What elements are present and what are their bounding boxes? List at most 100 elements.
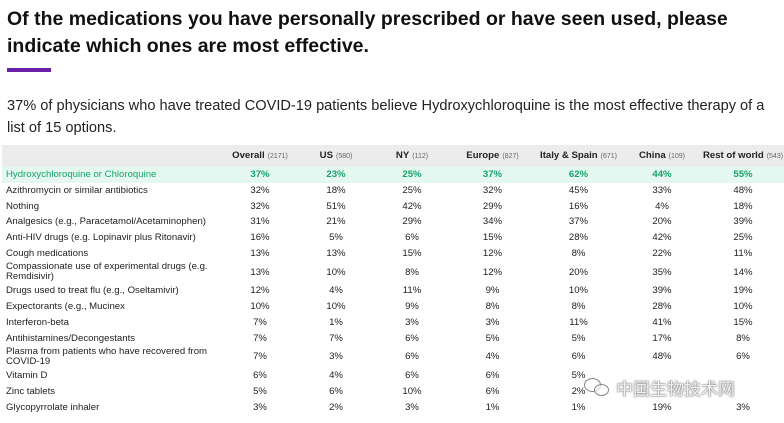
table-cell: 7% <box>253 351 267 363</box>
table-cell: 23% <box>326 169 346 181</box>
table-cell: 8% <box>571 301 586 313</box>
table-cell: 37% <box>250 169 270 181</box>
column-header: Overall (2171) <box>232 150 288 161</box>
row-label: Glycopyrrolate inhaler <box>6 401 100 413</box>
wechat-icon <box>584 376 610 398</box>
table-cell: 3% <box>329 351 343 363</box>
table-cell: 7% <box>253 332 267 344</box>
table-cell: 37% <box>568 216 589 228</box>
table-cell: 16% <box>250 232 270 244</box>
table-cell: 5% <box>253 385 267 397</box>
row-label: Anti-HIV drugs (e.g. Lopinavir plus Rito… <box>6 232 196 244</box>
table-row: Expectorants (e.g., Mucinex 10% 10% 9% 8% 8% 2… <box>2 299 784 315</box>
column-header: Europe (827) <box>466 150 519 161</box>
table-cell: 15% <box>482 232 503 244</box>
table-cell: 13% <box>326 247 346 259</box>
table-cell: 29% <box>482 200 503 212</box>
table-row: Glycopyrrolate inhaler 3% 2% 3% 1% 1% 19% 3% <box>2 399 784 415</box>
table-cell: 12% <box>250 285 270 297</box>
table-cell: 12% <box>482 266 503 278</box>
table-row: Zinc tablets 5% 6% 10% 6% 2% <box>2 384 784 400</box>
table-header-row: Overall (2171) US (580) NY (112) Europe (827… <box>2 145 784 167</box>
table-cell: 18% <box>733 200 753 212</box>
column-header: China (109) <box>639 150 685 161</box>
title-accent-bar <box>7 68 51 72</box>
table-row: Drugs used to treat flu (e.g., Oseltamiv… <box>2 283 784 299</box>
table-cell: 20% <box>652 216 672 228</box>
table-cell: 42% <box>402 200 422 212</box>
table-row: Compassionate use of experimental drugs … <box>2 261 784 283</box>
table-cell: 21% <box>326 216 346 228</box>
table-cell: 19% <box>652 401 672 413</box>
table-cell: 6% <box>485 370 500 382</box>
table-cell: 28% <box>568 232 589 244</box>
table-cell: 8% <box>405 266 419 278</box>
column-header: US (580) <box>319 150 353 161</box>
table-cell: 6% <box>405 332 419 344</box>
table-cell: 48% <box>733 185 753 197</box>
table-cell: 3% <box>485 316 500 328</box>
table-cell: 3% <box>253 401 267 413</box>
table-cell: 34% <box>482 216 503 228</box>
row-label: Interferon-beta <box>6 316 69 328</box>
table-cell: 11% <box>402 285 422 297</box>
table-row: Azithromycin or similar antibiotics 32% 18… <box>2 183 784 199</box>
table-cell: 10% <box>733 301 753 313</box>
table-cell: 8% <box>485 301 500 313</box>
column-header: Italy & Spain (671) <box>540 150 617 161</box>
table-cell: 8% <box>571 247 586 259</box>
table-cell: 8% <box>736 332 750 344</box>
table-cell: 35% <box>652 266 672 278</box>
table-cell: 1% <box>329 316 343 328</box>
table-row: Antihistamines/Decongestants 7% 7% 6% 5% 5% 17… <box>2 330 784 346</box>
table-cell: 15% <box>733 316 753 328</box>
table-cell: 12% <box>482 247 503 259</box>
table-cell: 32% <box>250 185 270 197</box>
table-body: Hydroxychloroquine or Chloroquine 37% 23% 2… <box>2 167 784 415</box>
table-cell: 10% <box>250 301 270 313</box>
table-cell: 32% <box>482 185 503 197</box>
table-cell: 20% <box>568 266 589 278</box>
table-cell: 1% <box>485 401 500 413</box>
table-cell: 2% <box>571 385 586 397</box>
table-row: Hydroxychloroquine or Chloroquine 37% 23% 2… <box>2 167 784 183</box>
page-title: Of the medications you have personally p… <box>7 8 728 57</box>
table-cell: 6% <box>736 351 750 363</box>
header-blank <box>2 145 222 167</box>
table-row: Anti-HIV drugs (e.g. Lopinavir plus Rito… <box>2 230 784 246</box>
table-cell: 29% <box>402 216 422 228</box>
table-cell: 10% <box>326 301 346 313</box>
results-table-container: Overall (2171) US (580) NY (112) Europe (827… <box>2 145 784 415</box>
table-cell: 13% <box>250 266 270 278</box>
table-cell: 1% <box>571 401 586 413</box>
row-label: Plasma from patients who have recovered … <box>6 345 208 367</box>
table-cell: 6% <box>253 370 267 382</box>
table-cell: 4% <box>485 351 500 363</box>
row-label: Vitamin D <box>6 370 48 382</box>
table-cell: 6% <box>571 351 586 363</box>
results-table: Overall (2171) US (580) NY (112) Europe (827… <box>2 145 784 415</box>
table-cell: 10% <box>402 385 422 397</box>
table-cell: 16% <box>568 200 589 212</box>
subtitle: 37% of physicians who have treated COVID… <box>7 98 765 136</box>
table-cell: 3% <box>405 401 419 413</box>
table-cell: 7% <box>253 316 267 328</box>
table-cell: 33% <box>652 185 672 197</box>
table-cell: 45% <box>568 185 589 197</box>
table-cell: 6% <box>405 351 419 363</box>
table-cell: 14% <box>733 266 753 278</box>
table-cell: 6% <box>329 385 343 397</box>
table-cell: 10% <box>568 285 589 297</box>
table-cell: 6% <box>405 232 419 244</box>
table-cell: 22% <box>652 247 672 259</box>
table-cell: 2% <box>329 401 343 413</box>
table-cell: 11% <box>569 316 588 328</box>
table-cell: 31% <box>250 216 270 228</box>
row-label: Hydroxychloroquine or Chloroquine <box>6 169 157 181</box>
table-cell: 39% <box>652 285 672 297</box>
table-cell: 44% <box>652 169 672 181</box>
table-cell: 25% <box>402 185 422 197</box>
table-cell: 13% <box>250 247 270 259</box>
table-row: Vitamin D 6% 4% 6% 6% 5% <box>2 368 784 384</box>
table-cell: 4% <box>329 285 343 297</box>
